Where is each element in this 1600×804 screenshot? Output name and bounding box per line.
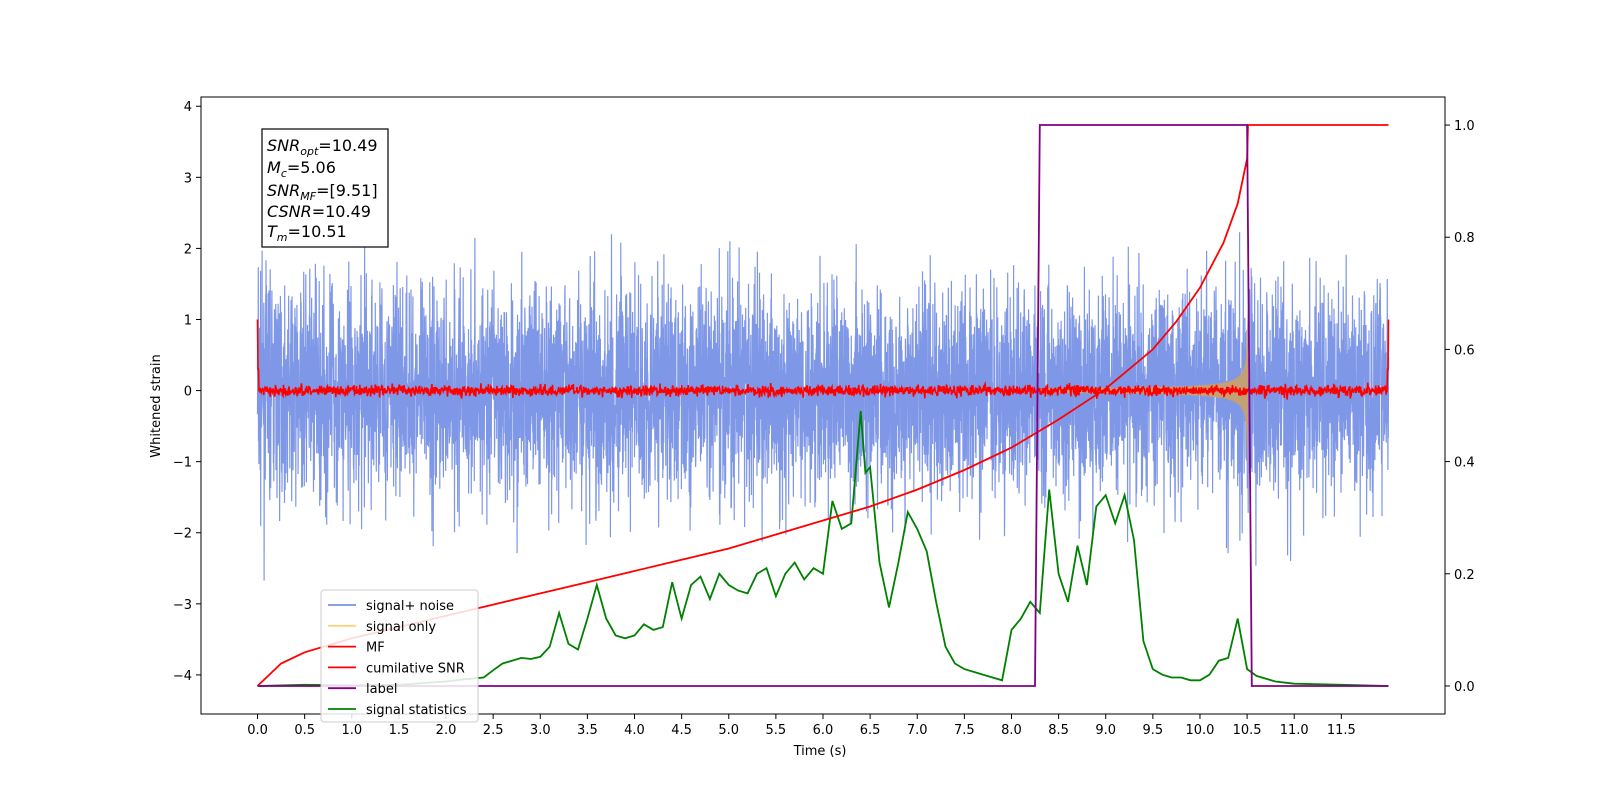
x-tick-label: 3.0 bbox=[530, 723, 551, 738]
x-tick-label: 1.5 bbox=[389, 723, 410, 738]
x-tick-label: 5.0 bbox=[718, 723, 739, 738]
tm-text: Tm=10.51 bbox=[267, 222, 347, 244]
legend-frame bbox=[320, 589, 479, 723]
x-tick-label: 6.0 bbox=[813, 723, 834, 738]
legend: signal+ noise signal only MF cumilative SNR… bbox=[320, 589, 479, 723]
y2-tick-label: 0.8 bbox=[1454, 231, 1475, 246]
y-tick-label: 2 bbox=[184, 242, 192, 257]
snr-opt-text: SNRopt=10.49 bbox=[267, 136, 378, 158]
x-tick-label: 9.5 bbox=[1143, 723, 1164, 738]
y-tick-label: 1 bbox=[184, 313, 192, 328]
x-tick-label: 11.0 bbox=[1280, 723, 1309, 738]
x-tick-label: 4.5 bbox=[671, 723, 692, 738]
y-tick-label: 3 bbox=[184, 171, 192, 186]
x-axis-label: Time (s) bbox=[793, 744, 847, 759]
annotation-box: SNRopt=10.49 Mc=5.06 SNRMF=[9.51] CSNR=1… bbox=[261, 128, 389, 248]
series-signal-statistics bbox=[257, 411, 1389, 687]
y-tick-label: 4 bbox=[184, 100, 192, 115]
snr-mf-text: SNRMF=[9.51] bbox=[267, 181, 378, 203]
legend-label: label bbox=[366, 682, 397, 697]
x-tick-label: 0.0 bbox=[247, 723, 268, 738]
x-tick-label: 0.5 bbox=[294, 723, 315, 738]
legend-label: cumilative SNR bbox=[366, 661, 465, 676]
mc-text: Mc=5.06 bbox=[267, 158, 336, 180]
x-tick-label: 2.0 bbox=[436, 723, 457, 738]
legend-label: MF bbox=[366, 641, 385, 656]
legend-label: signal only bbox=[366, 620, 436, 635]
y-tick-label: −2 bbox=[173, 527, 192, 542]
y-tick-label: 0 bbox=[184, 385, 192, 400]
y2-tick-label: 0.4 bbox=[1454, 456, 1475, 471]
series-mf bbox=[256, 319, 1390, 400]
y-tick-label: −1 bbox=[173, 456, 192, 471]
y-tick-label: −4 bbox=[173, 669, 192, 684]
x-tick-label: 2.5 bbox=[483, 723, 504, 738]
x-tick-label: 8.5 bbox=[1048, 723, 1069, 738]
legend-label: signal+ noise bbox=[366, 599, 454, 614]
legend-label: signal statistics bbox=[366, 703, 467, 718]
x-tick-label: 9.0 bbox=[1095, 723, 1116, 738]
csnr-text: CSNR=10.49 bbox=[267, 202, 371, 221]
axes: 0.0 0.5 1.0 1.5 2.0 2.5 3.0 3.5 4.0 4.5 5.0 5.5 6.0 6… bbox=[173, 100, 1475, 738]
x-tick-label: 7.0 bbox=[907, 723, 928, 738]
y2-tick-label: 1.0 bbox=[1454, 119, 1475, 134]
y2-tick-label: 0.0 bbox=[1454, 680, 1475, 695]
x-tick-label: 3.5 bbox=[577, 723, 598, 738]
y-tick-label: −3 bbox=[173, 598, 192, 613]
y2-tick-label: 0.2 bbox=[1454, 568, 1475, 583]
x-tick-label: 4.0 bbox=[624, 723, 645, 738]
x-tick-label: 11.5 bbox=[1327, 723, 1356, 738]
y-axis-label: Whitened strain bbox=[149, 354, 164, 457]
x-tick-label: 7.5 bbox=[954, 723, 975, 738]
x-tick-label: 6.5 bbox=[860, 723, 881, 738]
annotation-frame bbox=[261, 128, 389, 248]
series-label bbox=[257, 124, 1389, 687]
x-tick-label: 5.5 bbox=[766, 723, 787, 738]
x-tick-label: 10.5 bbox=[1233, 723, 1262, 738]
x-tick-label: 10.0 bbox=[1185, 723, 1214, 738]
x-tick-label: 1.0 bbox=[341, 723, 362, 738]
x-tick-label: 8.0 bbox=[1001, 723, 1022, 738]
series-signal-noise bbox=[256, 232, 1390, 581]
y2-tick-label: 0.6 bbox=[1454, 343, 1475, 358]
